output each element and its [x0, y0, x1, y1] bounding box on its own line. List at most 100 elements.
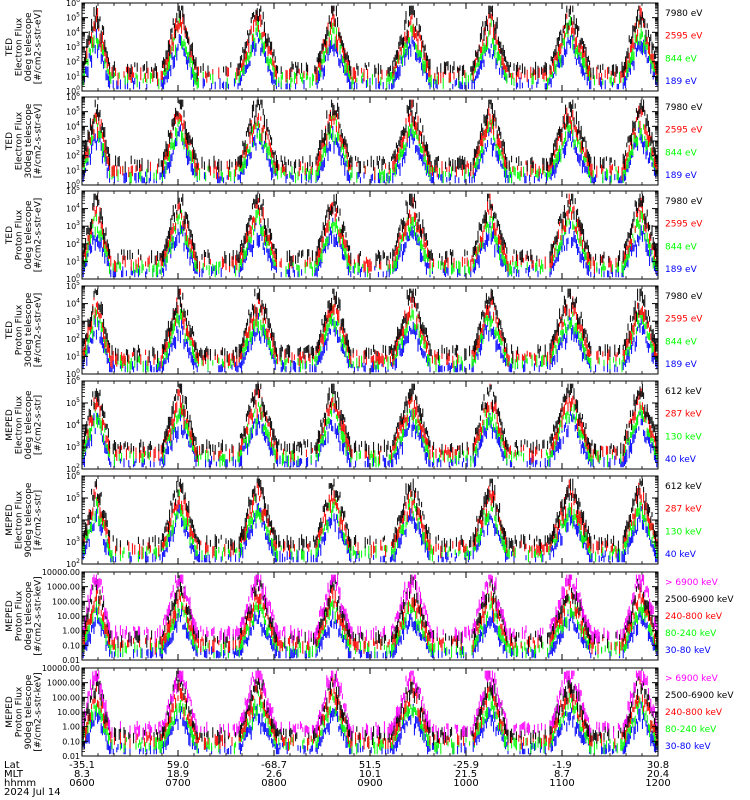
y-tick-label: 105: [66, 492, 80, 503]
y-axis: 0.01 0.10 1.00 10.00 100.00 1000.00 10000.00: [42, 568, 658, 665]
y-tick-label: 1000.00: [47, 679, 80, 688]
y-tick-label: 1.00: [62, 723, 80, 732]
series-189-ev: [82, 311, 658, 373]
y-tick-label: 1000.00: [47, 583, 80, 592]
legend-entry: 240-800 keV: [665, 708, 723, 718]
y-tick-label: 101: [66, 350, 80, 361]
panel-2: 100 101 102 103 104 105 106 TEDElectron Flux30d…: [5, 91, 703, 190]
y-tick-label: 105: [66, 106, 80, 117]
x-tick-hhmm: 1000: [453, 778, 478, 789]
legend-entry: 189 eV: [665, 171, 698, 181]
y-tick-label: 104: [66, 419, 80, 430]
legend: 612 keV 287 keV 130 keV 40 keV: [665, 482, 702, 560]
y-tick-label: 104: [66, 514, 80, 525]
y-tick-label: 100: [66, 368, 80, 379]
panel-5: 102 103 104 105 106 MEPEDElectron Flux0deg te…: [5, 375, 702, 474]
y-tick-label: 105: [66, 185, 80, 196]
y-tick-label: 0.10: [62, 641, 80, 650]
x-tick-hhmm: 0900: [357, 778, 382, 789]
y-axis-label: TEDElectron Flux30deg telescope[#/cm2-s-…: [5, 103, 44, 178]
y-tick-label: 101: [66, 255, 80, 266]
series-trace: [82, 217, 658, 278]
legend-entry: 240-800 keV: [665, 612, 723, 622]
legend-entry: 612 keV: [665, 387, 702, 397]
y-tick-label: 101: [66, 70, 80, 81]
y-tick-label: 103: [66, 536, 80, 547]
y-tick-label: 10000.00: [42, 568, 80, 577]
y-tick-label: 102: [66, 56, 80, 67]
series-189-ev: [82, 217, 658, 278]
y-tick-label: 1.00: [62, 627, 80, 636]
x-tick-mlt: 8.7: [554, 769, 570, 780]
y-tick-label: 103: [66, 220, 80, 231]
y-tick-label: 106: [66, 470, 80, 481]
x-tick-lat: -35.1: [69, 760, 95, 771]
series-2500-6900-kev: [82, 670, 658, 746]
series-trace: [82, 574, 658, 645]
legend-entry: 80-240 keV: [665, 629, 717, 639]
series-7980-ev: [82, 193, 658, 269]
legend-entry: 844 eV: [665, 337, 698, 347]
legend-entry: 80-240 keV: [665, 725, 717, 735]
y-tick-label: 104: [66, 298, 80, 309]
x-tick-lat: -1.9: [552, 760, 572, 771]
y-tick-label: 105: [66, 397, 80, 408]
legend: > 6900 keV 2500-6900 keV 240-800 keV 80-240…: [665, 674, 734, 752]
legend: 7980 eV 2595 eV 844 eV 189 eV: [665, 9, 703, 87]
y-tick-label: 10000.00: [42, 664, 80, 673]
x-tick-mlt: 21.5: [455, 769, 477, 780]
legend-entry: 844 eV: [665, 242, 698, 252]
y-axis-label: MEPEDProton Flux0deg telescope[#/cm2-s-s…: [5, 576, 44, 655]
legend-entry: 2595 eV: [665, 220, 703, 230]
panel-2-data: [82, 99, 658, 184]
panel-1: 100 101 102 103 104 105 106 TEDElectron Flux0de…: [5, 0, 703, 96]
x-tick-lat: -25.9: [453, 760, 479, 771]
x-row-label: MLT: [4, 769, 24, 780]
panels: 100 101 102 103 104 105 106 TEDElectron Flux0de…: [5, 0, 734, 761]
legend-entry: 2500-6900 keV: [665, 595, 734, 605]
series--6900-kev: [82, 670, 658, 740]
series-trace: [82, 288, 658, 364]
y-tick-label: 0.10: [62, 737, 80, 746]
x-tick-mlt: 18.9: [167, 769, 189, 780]
y-tick-label: 0.01: [62, 752, 80, 761]
legend: 7980 eV 2595 eV 844 eV 189 eV: [665, 197, 703, 275]
x-tick-lat: 51.5: [359, 760, 381, 771]
panel-6: 102 103 104 105 106 MEPEDElectron Flux90deg t…: [5, 470, 702, 569]
y-tick-label: 104: [66, 203, 80, 214]
series-trace: [82, 193, 658, 274]
y-tick-label: 102: [66, 463, 80, 474]
x-tick-hhmm: 1100: [549, 778, 574, 789]
x-tick-hhmm: 1200: [645, 778, 670, 789]
x-tick-hhmm: 0600: [69, 778, 94, 789]
legend-entry: 2595 eV: [665, 126, 703, 136]
panel-6-data: [82, 478, 658, 563]
y-tick-label: 100: [66, 85, 80, 96]
y-tick-label: 103: [66, 315, 80, 326]
y-axis: 100 101 102 103 104 105 106: [66, 91, 658, 190]
y-tick-label: 10.00: [57, 708, 80, 717]
y-tick-label: 101: [66, 164, 80, 175]
x-tick-mlt: 10.1: [359, 769, 381, 780]
x-tick-lat: -68.7: [261, 760, 287, 771]
series-7980-ev: [82, 5, 658, 81]
legend-entry: 189 eV: [665, 360, 698, 370]
x-tick-lat: 59.0: [167, 760, 189, 771]
y-axis: 102 103 104 105 106: [66, 375, 658, 474]
y-tick-label: 106: [66, 0, 80, 8]
series-612-kev: [82, 478, 658, 553]
y-tick-label: 105: [66, 12, 80, 23]
legend-entry: 7980 eV: [665, 103, 703, 113]
y-axis-label: MEPEDElectron Flux90deg telescope[#/cm2-…: [5, 482, 44, 557]
legend-entry: 7980 eV: [665, 292, 703, 302]
y-axis: 100 101 102 103 104 105: [66, 280, 658, 379]
legend-entry: 189 eV: [665, 77, 698, 87]
x-tick-lat: 30.8: [647, 760, 669, 771]
series--6900-kev: [82, 574, 658, 645]
series-trace: [82, 478, 658, 553]
series-trace: [82, 670, 658, 740]
y-axis-label: MEPEDElectron Flux0deg telescope[#/cm2-s…: [5, 390, 44, 460]
y-tick-label: 100: [66, 179, 80, 190]
y-tick-label: 102: [66, 558, 80, 569]
